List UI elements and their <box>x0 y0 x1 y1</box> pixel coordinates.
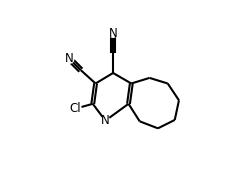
Circle shape <box>109 29 117 37</box>
Circle shape <box>65 55 74 63</box>
Circle shape <box>69 103 81 115</box>
Circle shape <box>101 116 110 125</box>
Text: Cl: Cl <box>69 102 81 115</box>
Text: N: N <box>109 27 118 39</box>
Text: N: N <box>65 52 74 66</box>
Text: N: N <box>101 114 110 127</box>
